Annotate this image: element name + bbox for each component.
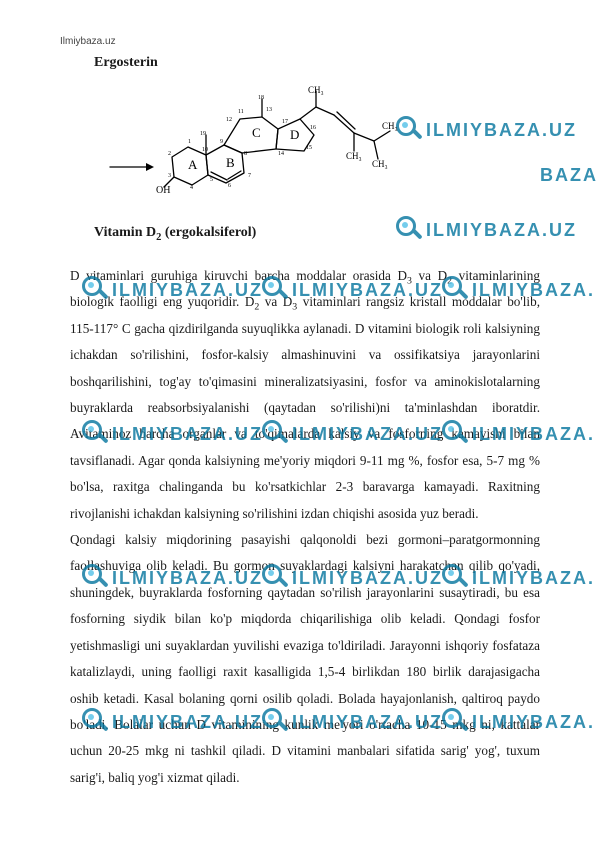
ring-label-a: A (188, 157, 198, 172)
svg-text:4: 4 (190, 185, 193, 191)
heading-vitamin-d2: Vitamin D2 (ergokalsiferol) (70, 225, 540, 241)
svg-text:CH₃: CH₃ (372, 159, 388, 169)
svg-text:2: 2 (168, 151, 171, 157)
p1-seg5: vitaminlari rangsiz kristall moddalar bo… (70, 294, 540, 520)
page: ILMIYBAZA.UZBAZA.UZILMIYBAZA.UZILMIYBAZA… (0, 0, 596, 842)
svg-text:17: 17 (282, 119, 288, 125)
svg-text:8: 8 (244, 151, 247, 157)
watermark: BAZA.UZ (538, 165, 596, 186)
svg-text:19: 19 (200, 131, 206, 137)
svg-text:15: 15 (306, 145, 312, 151)
svg-text:3: 3 (168, 173, 171, 179)
paragraph-2: Qondagi kalsiy miqdorining pasayishi qal… (70, 527, 540, 791)
svg-text:1: 1 (188, 139, 191, 145)
heading-ergosterin: Ergosterin (70, 55, 540, 71)
ring-label-c: C (252, 125, 261, 140)
svg-text:CH₃: CH₃ (382, 121, 398, 131)
label-oh: OH (156, 185, 170, 196)
svg-text:10: 10 (202, 147, 208, 153)
svg-text:5: 5 (210, 177, 213, 183)
svg-text:11: 11 (238, 109, 244, 115)
p1-seg2: va D (412, 268, 447, 283)
svg-text:CH₃: CH₃ (308, 85, 324, 95)
heading-d2-post: (ergokalsiferol) (161, 225, 256, 240)
ring-label-d: D (290, 127, 299, 142)
svg-text:13: 13 (266, 107, 272, 113)
svg-text:CH₃: CH₃ (346, 151, 362, 161)
p1-seg4: va D (259, 294, 292, 309)
ergosterin-structure-svg: OH 19 18 12 11 13 17 16 15 14 8 7 6 5 9 … (82, 85, 402, 213)
svg-text:6: 6 (228, 183, 231, 189)
svg-text:16: 16 (310, 125, 316, 131)
heading-d2-pre: Vitamin D (94, 225, 156, 240)
svg-text:12: 12 (226, 117, 232, 123)
svg-text:9: 9 (220, 139, 223, 145)
paragraph-1: D vitaminlari guruhiga kiruvchi barcha m… (70, 263, 540, 527)
chemical-structure-diagram: OH 19 18 12 11 13 17 16 15 14 8 7 6 5 9 … (82, 85, 540, 213)
ring-label-b: B (226, 155, 235, 170)
svg-text:18: 18 (258, 95, 264, 101)
svg-text:7: 7 (248, 173, 251, 179)
watermark-text: BAZA.UZ (540, 165, 596, 186)
site-url-header: Ilmiybaza.uz (60, 36, 540, 47)
svg-text:14: 14 (278, 151, 284, 157)
p1-seg1: D vitaminlari guruhiga kiruvchi barcha m… (70, 268, 407, 283)
